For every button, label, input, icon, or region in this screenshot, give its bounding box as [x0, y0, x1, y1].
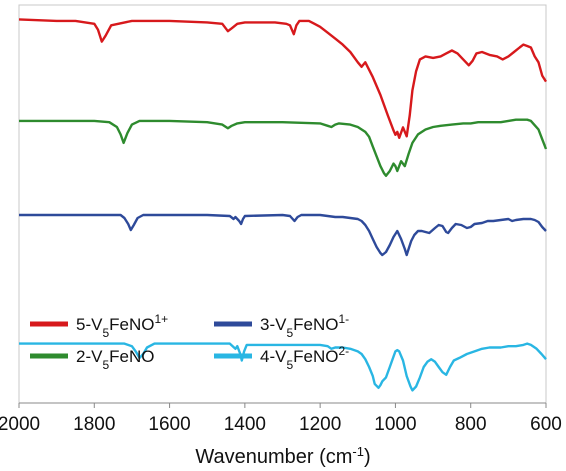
legend-label-4: 4-V5FeNO2- [260, 344, 349, 372]
legend-label-1: 5-V5FeNO1+ [76, 312, 168, 340]
legend-label-3: 3-V5FeNO1- [260, 312, 349, 340]
x-tick-label: 1000 [374, 414, 416, 435]
series-layer [18, 18, 548, 392]
x-axis-title: Wavenumber (cm-1) [195, 444, 370, 469]
x-tick-label: 1200 [299, 414, 341, 435]
series-line-4 [19, 342, 547, 392]
series-line-3 [19, 213, 547, 257]
legend: 5-V5FeNO1+ 2-V5FeNO 3-V5FeNO1- 4-V5FeNO2- [30, 312, 349, 372]
x-tick-label: 600 [530, 414, 562, 435]
x-tick-label: 2000 [0, 414, 40, 435]
series-line-1 [18, 18, 548, 139]
x-tick-label: 1400 [224, 414, 266, 435]
series-line-2 [19, 118, 548, 177]
x-ticks: 2000 1800 1600 1400 1200 1000 800 600 [0, 403, 562, 435]
x-tick-label: 1600 [148, 414, 190, 435]
x-tick-label: 800 [455, 414, 487, 435]
x-tick-label: 1800 [73, 414, 115, 435]
legend-label-2: 2-V5FeNO [76, 347, 155, 372]
